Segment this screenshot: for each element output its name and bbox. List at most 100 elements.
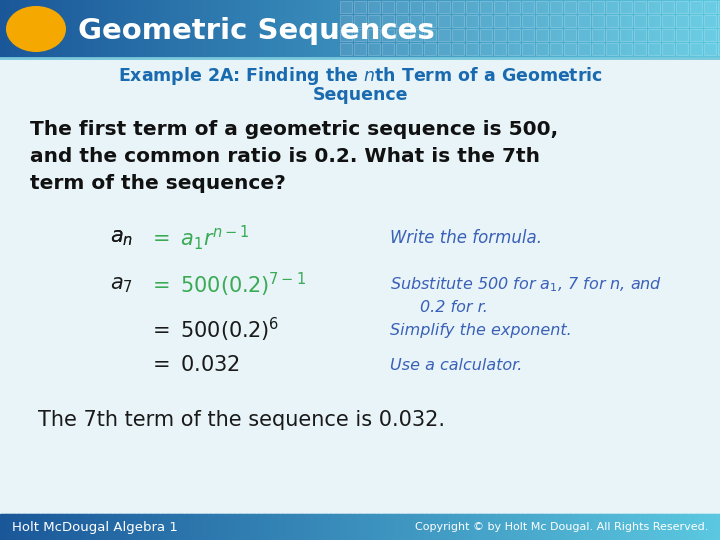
Text: $= \ 500(0.2)^{7-1}$: $= \ 500(0.2)^{7-1}$ [148, 271, 306, 299]
Bar [410, 1, 422, 13]
Bar [358, 0, 361, 58]
Bar [427, 514, 431, 540]
Bar [214, 514, 217, 540]
Bar [310, 0, 313, 58]
Bar [499, 514, 503, 540]
Bar [704, 15, 716, 27]
Bar [108, 514, 112, 540]
Bar [60, 514, 63, 540]
Bar [171, 0, 174, 58]
Bar [331, 514, 335, 540]
Bar [494, 29, 506, 41]
Bar [424, 15, 436, 27]
Bar [322, 0, 325, 58]
Bar [578, 0, 582, 58]
Bar [192, 514, 195, 540]
Bar [149, 0, 152, 58]
Bar [578, 43, 590, 55]
Bar [487, 514, 490, 540]
Bar [43, 514, 47, 540]
Bar [326, 0, 330, 58]
Bar [199, 514, 202, 540]
Bar [127, 514, 130, 540]
Bar [480, 15, 492, 27]
Text: Substitute 500 for $a_1$, 7 for $n$, and: Substitute 500 for $a_1$, 7 for $n$, and [390, 275, 662, 294]
Bar [254, 514, 258, 540]
Bar [438, 43, 450, 55]
Text: Copyright © by Holt Mc Dougal. All Rights Reserved.: Copyright © by Holt Mc Dougal. All Right… [415, 522, 708, 532]
Bar [574, 514, 577, 540]
Bar [341, 514, 344, 540]
Bar [235, 514, 238, 540]
Bar [103, 514, 107, 540]
Bar [691, 514, 695, 540]
Bar [50, 514, 54, 540]
Bar [610, 0, 613, 58]
Text: Simplify the exponent.: Simplify the exponent. [390, 322, 572, 338]
Bar [247, 514, 251, 540]
Bar [283, 514, 287, 540]
Bar [264, 514, 267, 540]
Bar [5, 514, 8, 540]
Text: $a_n$: $a_n$ [110, 228, 133, 248]
Bar [122, 514, 126, 540]
Bar [670, 514, 673, 540]
Bar [117, 514, 121, 540]
Bar [209, 0, 212, 58]
Bar [346, 0, 349, 58]
Bar [223, 514, 227, 540]
Bar [528, 514, 531, 540]
Bar [606, 1, 618, 13]
Bar [225, 514, 229, 540]
Bar [171, 514, 174, 540]
Bar [156, 514, 159, 540]
Bar [480, 0, 483, 58]
Bar [641, 0, 644, 58]
Bar [698, 0, 702, 58]
Bar [326, 514, 330, 540]
Bar [211, 514, 215, 540]
Bar [243, 514, 246, 540]
Bar [423, 514, 426, 540]
Bar [648, 0, 652, 58]
Bar [389, 514, 392, 540]
Bar [593, 514, 596, 540]
Bar [228, 0, 231, 58]
Bar [271, 0, 274, 58]
Bar [382, 29, 394, 41]
Bar [24, 0, 27, 58]
Bar [646, 514, 649, 540]
Bar [706, 514, 709, 540]
Bar [718, 514, 720, 540]
Bar [463, 0, 467, 58]
Bar [19, 514, 22, 540]
Bar [374, 514, 378, 540]
Bar [522, 43, 534, 55]
Bar [451, 514, 454, 540]
Bar [466, 1, 478, 13]
Bar [585, 0, 589, 58]
Bar [508, 29, 520, 41]
Bar [711, 0, 714, 58]
Bar [338, 0, 342, 58]
Bar [634, 29, 646, 41]
Bar [14, 514, 18, 540]
Bar [340, 43, 352, 55]
Bar [676, 15, 688, 27]
Bar [499, 0, 503, 58]
Bar [636, 0, 639, 58]
Bar [607, 514, 611, 540]
Bar [708, 514, 711, 540]
Bar [588, 514, 591, 540]
Bar [682, 0, 685, 58]
Bar [293, 0, 296, 58]
Bar [2, 0, 6, 58]
Bar [605, 0, 608, 58]
Bar [662, 29, 674, 41]
Bar [7, 514, 11, 540]
Bar [351, 514, 354, 540]
Bar [459, 514, 462, 540]
Bar [14, 0, 18, 58]
Bar [354, 43, 366, 55]
Bar [173, 514, 176, 540]
